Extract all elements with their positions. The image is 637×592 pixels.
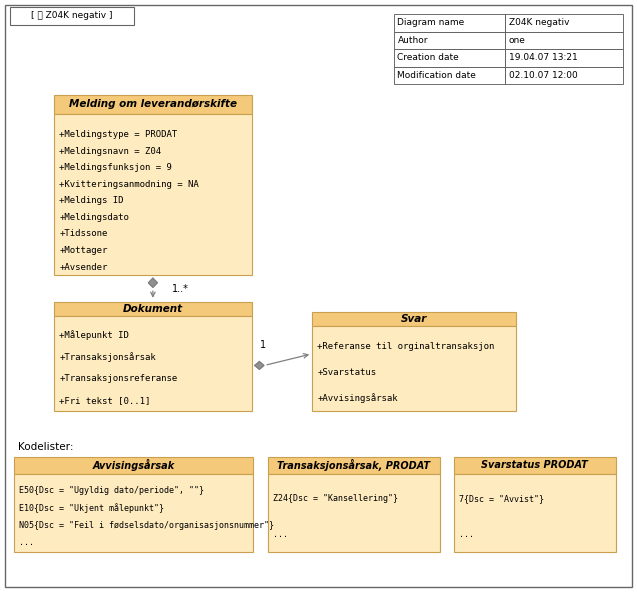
Text: Svar: Svar (401, 314, 427, 324)
Text: +Referanse til orginaltransaksjon: +Referanse til orginaltransaksjon (317, 342, 494, 350)
Bar (394, 31, 505, 49)
Bar (10, 7, 134, 25)
Text: E10{Dsc = "Ukjent målepunkt"}: E10{Dsc = "Ukjent målepunkt"} (19, 503, 164, 513)
Bar (268, 457, 440, 474)
Text: Z24{Dsc = "Kansellering"}: Z24{Dsc = "Kansellering"} (273, 494, 397, 504)
Bar (54, 302, 252, 316)
Text: +Avsender: +Avsender (59, 262, 108, 272)
Text: Creation date: Creation date (397, 53, 459, 62)
Text: 1: 1 (260, 340, 266, 350)
Text: [ ⌗ Z04K negativ ]: [ ⌗ Z04K negativ ] (31, 11, 112, 21)
Text: +Svarstatus: +Svarstatus (317, 368, 376, 377)
Text: +Kvitteringsanmodning = NA: +Kvitteringsanmodning = NA (59, 180, 199, 189)
Text: Modification date: Modification date (397, 71, 476, 80)
Text: +Meldings ID: +Meldings ID (59, 197, 124, 205)
Text: ...: ... (19, 539, 34, 548)
Text: Diagram name: Diagram name (397, 18, 465, 27)
Text: one: one (509, 36, 526, 45)
Text: 7{Dsc = "Avvist"}: 7{Dsc = "Avvist"} (459, 494, 543, 504)
Text: +Meldingstype = PRODAT: +Meldingstype = PRODAT (59, 130, 178, 139)
Text: ...: ... (273, 530, 288, 539)
Bar (14, 457, 253, 474)
Bar (312, 326, 516, 411)
Text: +Fri tekst [0..1]: +Fri tekst [0..1] (59, 396, 150, 405)
Bar (394, 67, 505, 84)
Text: +Mottager: +Mottager (59, 246, 108, 255)
Text: Svarstatus PRODAT: Svarstatus PRODAT (482, 461, 588, 470)
Text: +Tidssone: +Tidssone (59, 230, 108, 239)
Text: +Målepunkt ID: +Målepunkt ID (59, 330, 129, 340)
Bar (312, 312, 516, 326)
Text: 02.10.07 12:00: 02.10.07 12:00 (509, 71, 578, 80)
Text: 1..*: 1..* (172, 284, 189, 294)
Text: +Meldingsdato: +Meldingsdato (59, 213, 129, 222)
Bar (54, 316, 252, 411)
Polygon shape (255, 362, 264, 369)
Bar (454, 474, 616, 552)
Bar (394, 14, 505, 31)
Text: +Meldingsnavn = Z04: +Meldingsnavn = Z04 (59, 147, 161, 156)
Bar (505, 49, 623, 67)
Text: Z04K negativ: Z04K negativ (509, 18, 569, 27)
Text: Dokument: Dokument (123, 304, 183, 314)
Text: +Meldingsfunksjon = 9: +Meldingsfunksjon = 9 (59, 163, 172, 172)
Text: E50{Dsc = "Ugyldig dato/periode", ""}: E50{Dsc = "Ugyldig dato/periode", ""} (19, 485, 204, 495)
Text: Transaksjonsårsak, PRODAT: Transaksjonsårsak, PRODAT (277, 459, 430, 471)
Text: Melding om leverandørskifte: Melding om leverandørskifte (69, 99, 237, 109)
Text: +Transaksjonsårsak: +Transaksjonsårsak (59, 352, 156, 362)
Text: N05{Dsc = "Feil i fødselsdato/organisasjonsnummer"}: N05{Dsc = "Feil i fødselsdato/organisasj… (19, 521, 274, 530)
Bar (454, 457, 616, 474)
Text: +Avvisingsårsak: +Avvisingsårsak (317, 394, 398, 403)
Bar (54, 114, 252, 275)
Bar (268, 474, 440, 552)
Text: +Transaksjonsreferanse: +Transaksjonsreferanse (59, 374, 178, 383)
Bar (505, 14, 623, 31)
Text: Author: Author (397, 36, 428, 45)
Bar (14, 474, 253, 552)
Text: Kodelister:: Kodelister: (18, 442, 73, 452)
Bar (505, 67, 623, 84)
Bar (394, 49, 505, 67)
Bar (54, 95, 252, 114)
Text: Avvisingsårsak: Avvisingsårsak (92, 459, 175, 471)
Polygon shape (148, 278, 157, 287)
Text: 19.04.07 13:21: 19.04.07 13:21 (509, 53, 578, 62)
Text: ...: ... (459, 530, 474, 539)
Bar (505, 31, 623, 49)
